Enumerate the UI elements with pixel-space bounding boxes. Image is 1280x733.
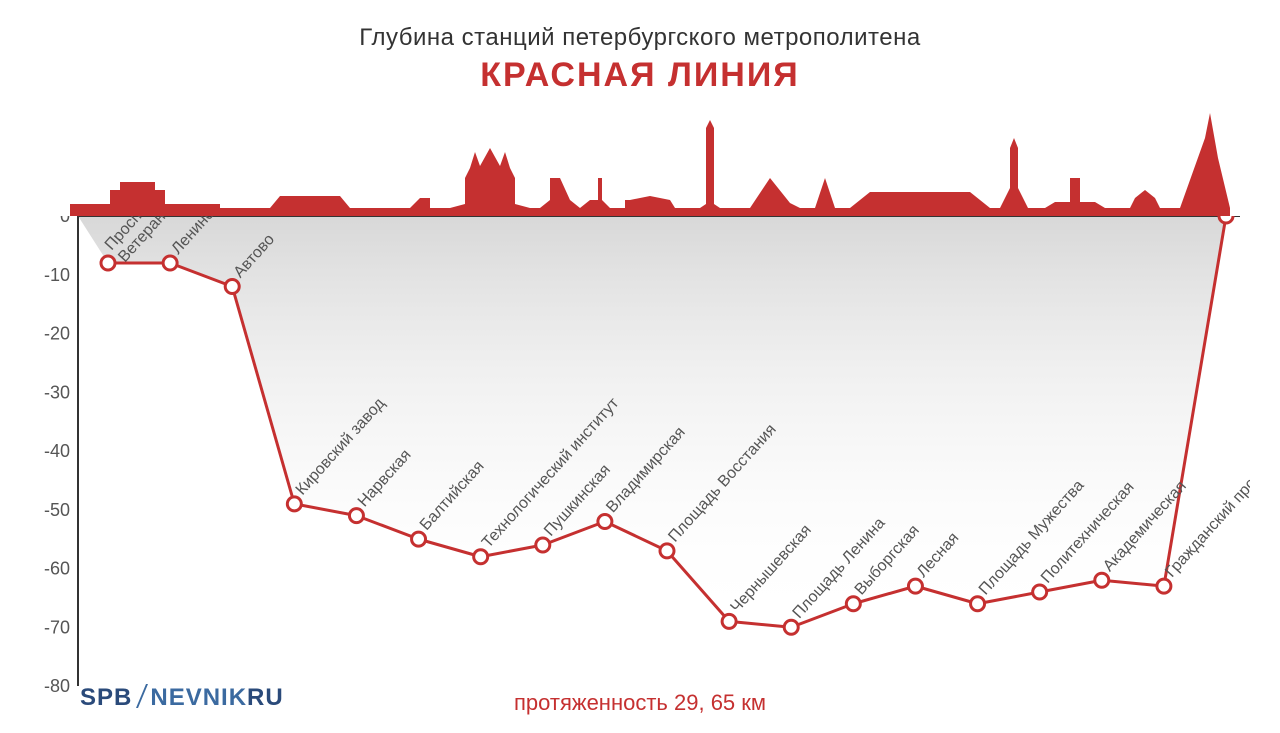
logo-part2: NEVNIK xyxy=(150,684,247,711)
station-marker xyxy=(846,597,860,611)
station-marker xyxy=(1033,585,1047,599)
ytick-label: 0 xyxy=(60,216,70,226)
station-marker xyxy=(225,280,239,294)
station-marker xyxy=(101,256,115,270)
station-marker xyxy=(660,544,674,558)
station-marker xyxy=(412,532,426,546)
ytick-label: -10 xyxy=(44,265,70,285)
station-marker xyxy=(908,579,922,593)
logo-slash-icon xyxy=(132,684,150,708)
station-marker xyxy=(598,515,612,529)
station-marker xyxy=(1095,573,1109,587)
station-marker xyxy=(722,614,736,628)
page-title: Глубина станций петербургского метрополи… xyxy=(0,24,1280,52)
station-marker xyxy=(784,620,798,634)
logo-part3: RU xyxy=(247,684,284,711)
ytick-label: -70 xyxy=(44,617,70,637)
ytick-label: -40 xyxy=(44,441,70,461)
station-marker xyxy=(1219,216,1233,223)
skyline-silhouette xyxy=(70,108,1230,216)
station-marker xyxy=(474,550,488,564)
station-marker xyxy=(287,497,301,511)
ytick-label: -30 xyxy=(44,382,70,402)
depth-chart: 0-10-20-30-40-50-60-70-80ПроспектВетеран… xyxy=(30,216,1250,706)
ytick-label: -50 xyxy=(44,500,70,520)
subtitle-line-name: КРАСНАЯ ЛИНИЯ xyxy=(0,56,1280,95)
station-marker xyxy=(1157,579,1171,593)
station-marker xyxy=(971,597,985,611)
source-logo: SPB NEVNIKRU xyxy=(80,684,284,712)
logo-part1: SPB xyxy=(80,684,132,711)
station-marker xyxy=(536,538,550,552)
station-marker xyxy=(163,256,177,270)
ytick-label: -60 xyxy=(44,559,70,579)
station-marker xyxy=(349,509,363,523)
ytick-label: -20 xyxy=(44,324,70,344)
